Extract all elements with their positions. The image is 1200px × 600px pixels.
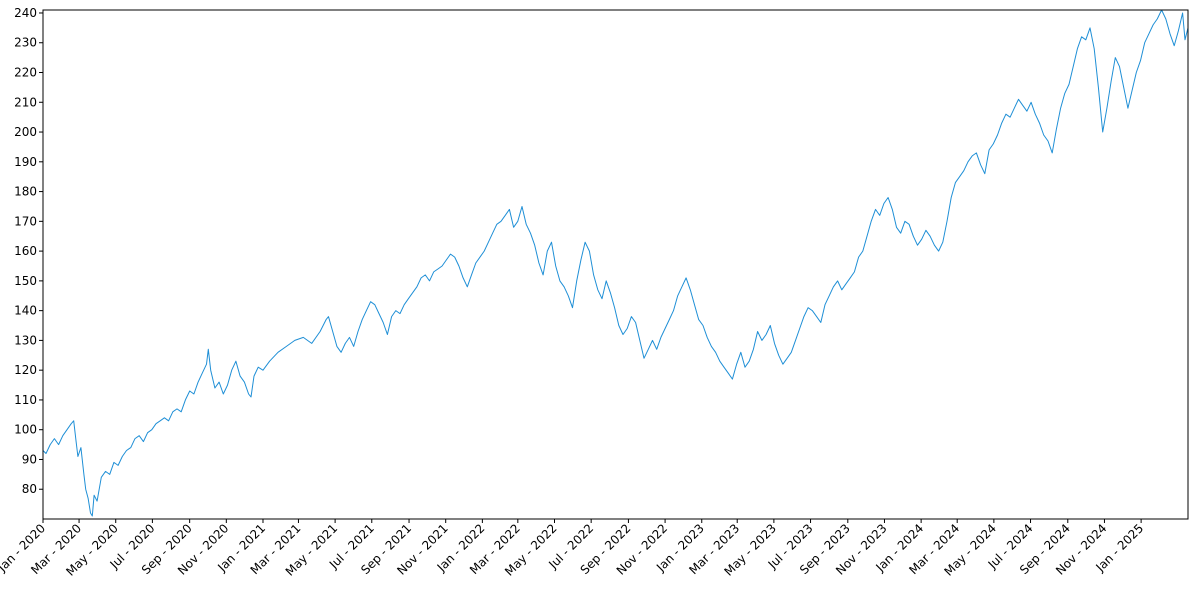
series-line bbox=[42, 9, 1189, 517]
y-tick-label: 170 bbox=[14, 214, 37, 228]
y-tick-label: 130 bbox=[14, 333, 37, 347]
y-tick-label: 100 bbox=[14, 423, 37, 437]
y-tick-label: 140 bbox=[14, 304, 37, 318]
y-tick-label: 150 bbox=[14, 274, 37, 288]
y-tick-label: 200 bbox=[14, 125, 37, 139]
y-tick-label: 240 bbox=[14, 6, 37, 20]
y-tick-label: 180 bbox=[14, 185, 37, 199]
plot-area bbox=[42, 9, 1189, 517]
y-tick-label: 190 bbox=[14, 155, 37, 169]
y-axis: 80 90 100 110 120 130 140 150 160 170 180 190 200 210… bbox=[14, 6, 43, 496]
y-tick-label: 120 bbox=[14, 363, 37, 377]
y-tick-label: 210 bbox=[14, 95, 37, 109]
y-tick-label: 220 bbox=[14, 66, 37, 80]
y-tick-label: 110 bbox=[14, 393, 37, 407]
y-tick-label: 80 bbox=[22, 482, 37, 496]
y-tick-label: 90 bbox=[22, 452, 37, 466]
plot-frame bbox=[42, 9, 1189, 520]
y-tick-label: 160 bbox=[14, 244, 37, 258]
y-tick-label: 230 bbox=[14, 36, 37, 50]
